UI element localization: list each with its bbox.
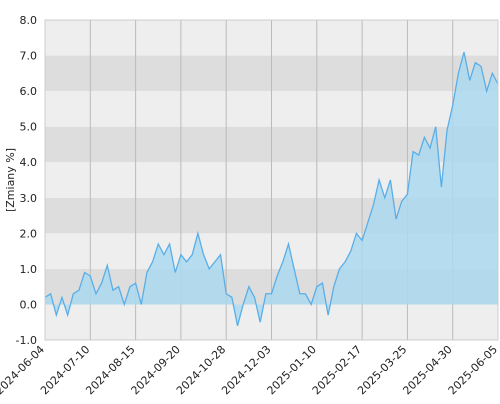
y-tick-label: 4.0 [20, 156, 38, 169]
y-tick-label: -1.0 [16, 334, 37, 347]
line [44, 51, 499, 326]
x-tick-label: 2025-06-05 [446, 343, 500, 397]
area [45, 52, 498, 326]
y-tick-label: 7.0 [20, 50, 38, 63]
y-tick-label: 0.0 [20, 298, 38, 311]
y-tick-label: 5.0 [20, 121, 38, 134]
y-tick-label: 3.0 [20, 192, 38, 205]
y-tick-label: 6.0 [20, 85, 38, 98]
plot-border [44, 19, 499, 341]
y-tick-label: 8.0 [20, 14, 38, 27]
y-axis-label: [Zmiany %] [4, 148, 17, 212]
y-tick-label: 1.0 [20, 263, 38, 276]
y-tick-label: 2.0 [20, 227, 38, 240]
